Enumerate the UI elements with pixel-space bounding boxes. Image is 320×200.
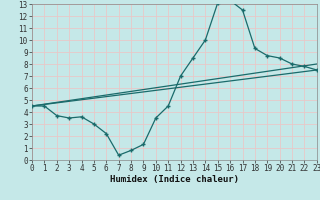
X-axis label: Humidex (Indice chaleur): Humidex (Indice chaleur) (110, 175, 239, 184)
